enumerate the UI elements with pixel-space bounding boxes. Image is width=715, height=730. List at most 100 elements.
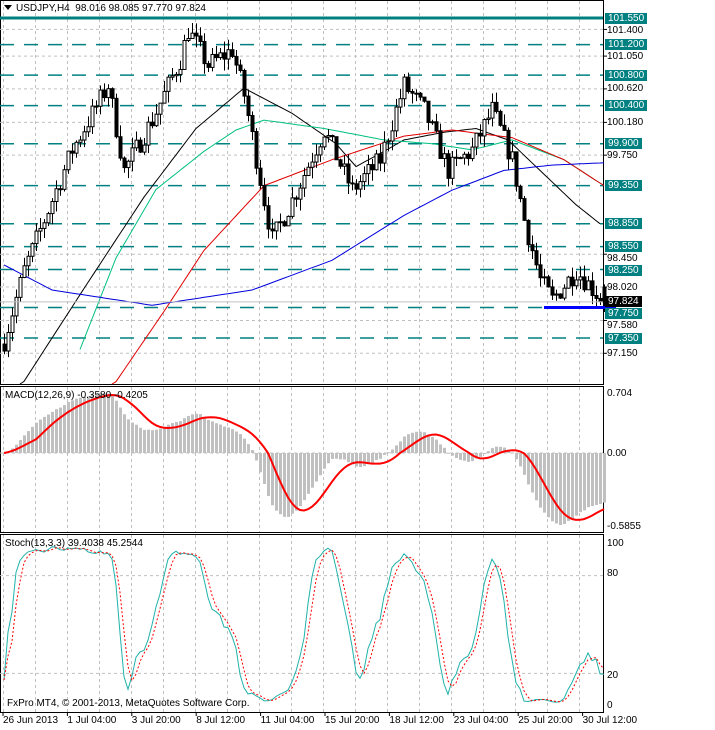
candle-bullish: [6, 331, 11, 352]
candle-bearish: [214, 53, 219, 59]
candle-bearish: [58, 188, 63, 191]
macd-histogram-bar: [75, 398, 78, 453]
dropdown-arrow-icon[interactable]: [4, 5, 12, 10]
price-axis-label: 97.150: [607, 347, 638, 359]
candle-bullish: [358, 181, 363, 190]
macd-histogram-bar: [491, 448, 494, 453]
macd-histogram-bar: [307, 453, 310, 494]
candle-bearish: [150, 121, 155, 127]
macd-histogram-bar: [63, 405, 66, 453]
macd-histogram-bar: [287, 453, 290, 517]
candle-bullish: [10, 315, 15, 333]
candle-bearish: [582, 276, 587, 291]
candle-bullish: [442, 153, 447, 160]
stoch-label: Stoch(13,3,3) 39.4038 45.2544: [5, 538, 143, 549]
macd-histogram-bar: [475, 453, 478, 459]
macd-histogram-bar: [295, 453, 298, 511]
candle-bearish: [194, 32, 199, 37]
macd-histogram-bar: [535, 453, 538, 501]
candle-bearish: [122, 157, 127, 169]
candle-bullish: [46, 213, 51, 224]
candle-bullish: [286, 215, 291, 227]
macd-histogram-bar: [575, 453, 578, 516]
candle-bearish: [346, 163, 351, 184]
candle-bullish: [302, 174, 307, 189]
candle-bearish: [294, 197, 299, 200]
macd-histogram-bar: [43, 416, 46, 453]
candle-bullish: [310, 161, 315, 168]
macd-histogram-bar: [95, 394, 98, 453]
macd-histogram-bar: [455, 453, 458, 459]
level-label: 98.550: [605, 241, 642, 253]
level-label: 100.400: [605, 100, 648, 112]
candle-bullish: [462, 153, 467, 159]
price-axis-label: 101.050: [607, 51, 644, 63]
ma-black-line: [19, 87, 601, 385]
price-axis-label: 100.180: [607, 116, 644, 128]
ma-green-line: [79, 119, 605, 350]
candle-bullish: [186, 38, 191, 41]
macd-histogram-bar: [563, 453, 566, 524]
macd-histogram-bar: [31, 426, 34, 453]
level-label: 97.350: [605, 332, 642, 344]
candle-bullish: [314, 154, 319, 163]
macd-histogram-bar: [347, 453, 350, 463]
macd-histogram-bar: [83, 396, 86, 453]
macd-histogram-bar: [539, 453, 542, 508]
candle-bearish: [258, 167, 263, 186]
candle-bullish: [90, 105, 95, 128]
macd-histogram-bar: [99, 393, 102, 453]
candle-bullish: [574, 279, 579, 287]
macd-histogram-bar: [383, 453, 386, 455]
macd-histogram-bar: [243, 438, 246, 453]
symbol-label: USDJPY,H4: [16, 3, 70, 14]
macd-histogram-bar: [239, 434, 242, 453]
candle-bullish: [106, 88, 111, 99]
candle-bearish: [534, 250, 539, 266]
macd-histogram-bar: [375, 453, 378, 461]
candle-bullish: [98, 89, 103, 107]
macd-histogram-bar: [355, 453, 358, 467]
candle-bullish: [210, 53, 215, 68]
macd-histogram-bar: [339, 453, 342, 460]
current-price-label: 97.824: [605, 296, 642, 308]
candle-bearish: [546, 276, 551, 288]
macd-histogram-bar: [267, 453, 270, 497]
candle-bullish: [130, 147, 135, 162]
macd-histogram-bar: [439, 444, 442, 453]
stoch-axis-0: 0: [607, 700, 613, 711]
macd-histogram-bar: [427, 434, 430, 453]
macd-histogram-bar: [423, 432, 426, 453]
candle-bullish: [318, 146, 323, 156]
candle-bearish: [418, 92, 423, 98]
macd-histogram-bar: [119, 407, 122, 453]
candle-bullish: [382, 141, 387, 164]
macd-histogram-bar: [579, 453, 582, 513]
candle-bullish: [474, 132, 479, 148]
macd-axis-max: 0.704: [607, 388, 633, 399]
macd-histogram-bar: [571, 453, 574, 519]
candle-bearish: [110, 88, 115, 99]
macd-histogram-bar: [323, 453, 326, 469]
macd-histogram-bar: [235, 431, 238, 453]
macd-histogram-bar: [207, 419, 210, 453]
candle-bullish: [542, 276, 547, 279]
candle-bearish: [558, 293, 563, 299]
price-axis-label: 100.620: [607, 83, 644, 95]
macd-signal-line: [3, 393, 605, 521]
candle-bearish: [118, 136, 123, 159]
macd-axis-zero: 0.00: [607, 448, 627, 459]
macd-histogram-bar: [91, 394, 94, 453]
macd-histogram-bar: [551, 453, 554, 522]
candle-bearish: [230, 49, 235, 57]
candle-bearish: [2, 343, 7, 352]
level-label: 99.900: [605, 138, 642, 150]
candle-bearish: [446, 153, 451, 179]
copyright-text: FxPro MT4, © 2001-2013, MetaQuotes Softw…: [7, 698, 250, 709]
macd-histogram-bar: [215, 423, 218, 453]
candle-bullish: [586, 280, 591, 291]
candle-bearish: [338, 159, 343, 167]
macd-histogram-bar: [135, 424, 138, 453]
candle-bullish: [554, 293, 559, 296]
